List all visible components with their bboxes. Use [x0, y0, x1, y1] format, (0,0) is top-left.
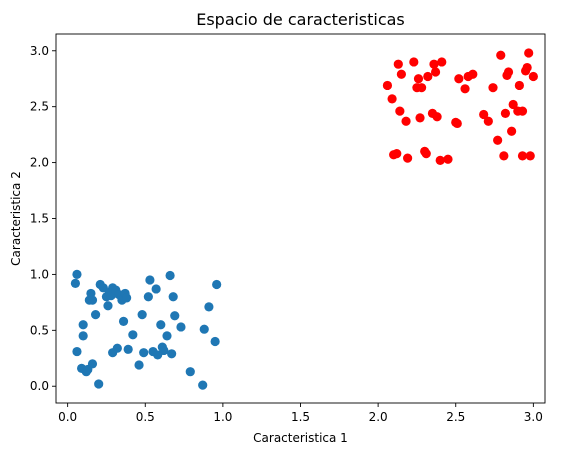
scatter-point — [137, 310, 147, 320]
scatter-point — [452, 118, 462, 129]
x-tick-label: 2.0 — [369, 410, 388, 424]
scatter-point — [212, 279, 222, 290]
scatter-point — [382, 80, 393, 91]
scatter-point — [72, 346, 82, 357]
scatter-point — [123, 344, 133, 354]
x-tick-label: 2.5 — [446, 410, 465, 424]
scatter-point — [143, 292, 153, 302]
scatter-point — [90, 310, 101, 320]
scatter-point — [94, 379, 104, 389]
y-tick-label: 1.0 — [30, 267, 49, 281]
scatter-point — [416, 83, 427, 93]
scatter-point — [393, 59, 403, 69]
scatter-point — [488, 83, 498, 93]
scatter-point — [460, 84, 470, 94]
scatter-point — [421, 149, 431, 159]
scatter-point — [468, 69, 478, 79]
scatter-point — [409, 57, 419, 67]
scatter-point — [413, 74, 424, 84]
scatter-point — [112, 343, 122, 353]
scatter-point — [165, 270, 175, 281]
scatter-point — [72, 269, 82, 280]
scatter-point — [176, 322, 186, 332]
scatter-point — [517, 151, 528, 161]
scatter-point — [103, 301, 113, 311]
scatter-point — [145, 275, 155, 285]
scatter-point — [524, 48, 534, 58]
scatter-point — [500, 108, 511, 118]
scatter-point — [128, 330, 138, 340]
scatter-point — [139, 348, 149, 358]
scatter-point — [395, 106, 405, 116]
scatter-point — [78, 320, 88, 330]
y-tick-label: 0.5 — [30, 323, 49, 337]
scatter-point — [122, 293, 132, 303]
scatter-point — [514, 80, 524, 91]
scatter-point — [198, 380, 208, 390]
plot-area — [70, 48, 538, 390]
scatter-point — [454, 74, 464, 84]
scatter-point — [517, 106, 528, 116]
scatter-point — [170, 311, 180, 321]
scatter-point — [499, 151, 509, 161]
y-tick-label: 0.0 — [30, 379, 49, 393]
scatter-point — [525, 151, 535, 161]
scatter-point — [401, 116, 411, 126]
scatter-point — [483, 116, 493, 126]
x-tick-label: 0.0 — [58, 410, 77, 424]
scatter-point — [493, 135, 503, 145]
x-tick-label: 0.5 — [136, 410, 155, 424]
scatter-point — [87, 295, 98, 305]
scatter-point — [435, 155, 445, 165]
scatter-point — [199, 324, 209, 334]
scatter-point — [479, 109, 489, 120]
scatter-point — [423, 71, 433, 82]
x-tick-label: 3.0 — [524, 410, 543, 424]
y-tick-label: 2.0 — [30, 156, 49, 170]
scatter-point — [507, 126, 517, 136]
scatter-point — [522, 62, 532, 73]
scatter-point — [70, 278, 80, 288]
x-tick-label: 1.5 — [291, 410, 310, 424]
scatter-point — [151, 284, 161, 294]
scatter-point — [162, 331, 172, 341]
scatter-point — [168, 292, 178, 302]
scatter-point — [528, 71, 538, 82]
y-tick-label: 3.0 — [30, 44, 49, 58]
scatter-point — [437, 57, 447, 67]
x-axis-label: Caracteristica 1 — [253, 431, 348, 445]
scatter-point — [430, 67, 441, 77]
scatter-point — [392, 149, 402, 159]
scatter-point — [156, 320, 166, 330]
x-tick-label: 1.0 — [213, 410, 232, 424]
scatter-point — [78, 331, 88, 341]
y-tick-label: 1.5 — [30, 212, 49, 226]
y-tick-label: 2.5 — [30, 100, 49, 114]
scatter-point — [496, 50, 506, 60]
scatter-point — [429, 59, 439, 69]
scatter-point — [204, 302, 214, 312]
scatter-point — [210, 336, 220, 347]
scatter-point — [118, 316, 129, 326]
scatter-point — [503, 67, 514, 77]
scatter-point — [87, 359, 98, 369]
axes: 0.0 0.5 1.0 1.5 2.0 2.5 3.0 0.0 0.5 1.0 1.5 2.0 2.5 3… — [30, 33, 546, 424]
chart-title: Espacio de caracteristicas — [196, 10, 405, 29]
scatter-point — [415, 113, 425, 123]
scatter-point — [167, 349, 177, 359]
scatter-point — [432, 112, 442, 122]
scatter-point — [443, 154, 453, 164]
scatter-point — [387, 94, 397, 104]
scatter-point — [185, 367, 195, 377]
scatter-point — [159, 345, 169, 356]
scatter-point — [403, 153, 413, 163]
y-axis-label: Caracteristica 2 — [9, 171, 23, 266]
scatter-point — [134, 360, 144, 370]
scatter-point — [508, 99, 518, 110]
scatter-point — [396, 69, 406, 79]
